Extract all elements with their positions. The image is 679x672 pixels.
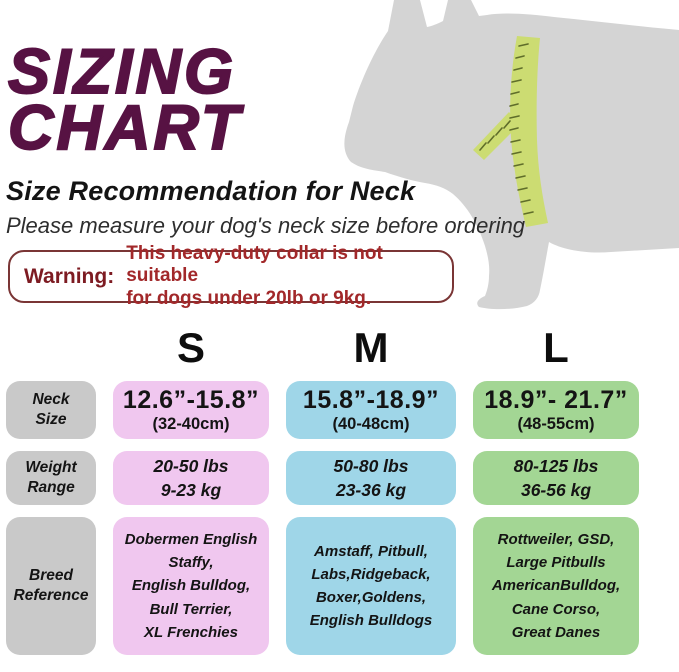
neck-size-cell-s: 12.6”-15.8” (32-40cm) (113, 381, 269, 439)
weight-range-cell-m: 50-80 lbs 23-36 kg (286, 451, 456, 505)
tape-tick-marks (479, 43, 534, 215)
breed-reference-cell-l: Rottweiler, GSD, Large Pitbulls American… (473, 517, 639, 655)
measuring-tape-icon (510, 36, 548, 227)
weight-range-cell-s: 20-50 lbs 9-23 kg (113, 451, 269, 505)
dog-silhouette-image (344, 0, 679, 310)
row-label-weight-range: Weight Range (6, 451, 96, 505)
neck-size-l-inches: 18.9”- 21.7” (484, 386, 628, 415)
warning-box: Warning: This heavy-duty collar is not s… (8, 243, 454, 309)
neck-size-s-cm: (32-40cm) (152, 414, 230, 433)
page-title-line1: SIZING (7, 37, 237, 107)
row-label-breed-reference: Breed Reference (6, 517, 96, 655)
page-title: SIZING CHART (7, 37, 243, 163)
neck-size-s-inches: 12.6”-15.8” (122, 386, 260, 415)
warning-label: Warning: (24, 264, 115, 288)
size-column-header-l: L (543, 324, 569, 371)
neck-size-m-cm: (40-48cm) (332, 414, 410, 433)
neck-size-m-inches: 15.8”-18.9” (302, 386, 440, 415)
size-column-header-s: S (176, 324, 205, 371)
neck-size-l-cm: (48-55cm) (517, 414, 595, 433)
breed-reference-cell-m: Amstaff, Pitbull, Labs,Ridgeback, Boxer,… (286, 517, 456, 655)
subtitle: Size Recommendation for Neck (6, 176, 416, 206)
sizing-table: S M L Neck Size 12.6”-15.8” (32-40cm) 15… (6, 324, 639, 655)
neck-size-cell-l: 18.9”- 21.7” (48-55cm) (473, 381, 639, 439)
breed-reference-cell-s: Dobermen English Staffy, English Bulldog… (113, 517, 269, 655)
size-column-header-m: M (353, 324, 389, 371)
warning-message: This heavy-duty collar is not suitable f… (126, 242, 383, 309)
weight-range-cell-l: 80-125 lbs 36-56 kg (473, 451, 639, 505)
row-label-neck-size: Neck Size (6, 381, 96, 439)
measure-note: Please measure your dog's neck size befo… (6, 213, 526, 238)
page-title-line2: CHART (7, 93, 243, 163)
neck-size-cell-m: 15.8”-18.9” (40-48cm) (286, 381, 456, 439)
